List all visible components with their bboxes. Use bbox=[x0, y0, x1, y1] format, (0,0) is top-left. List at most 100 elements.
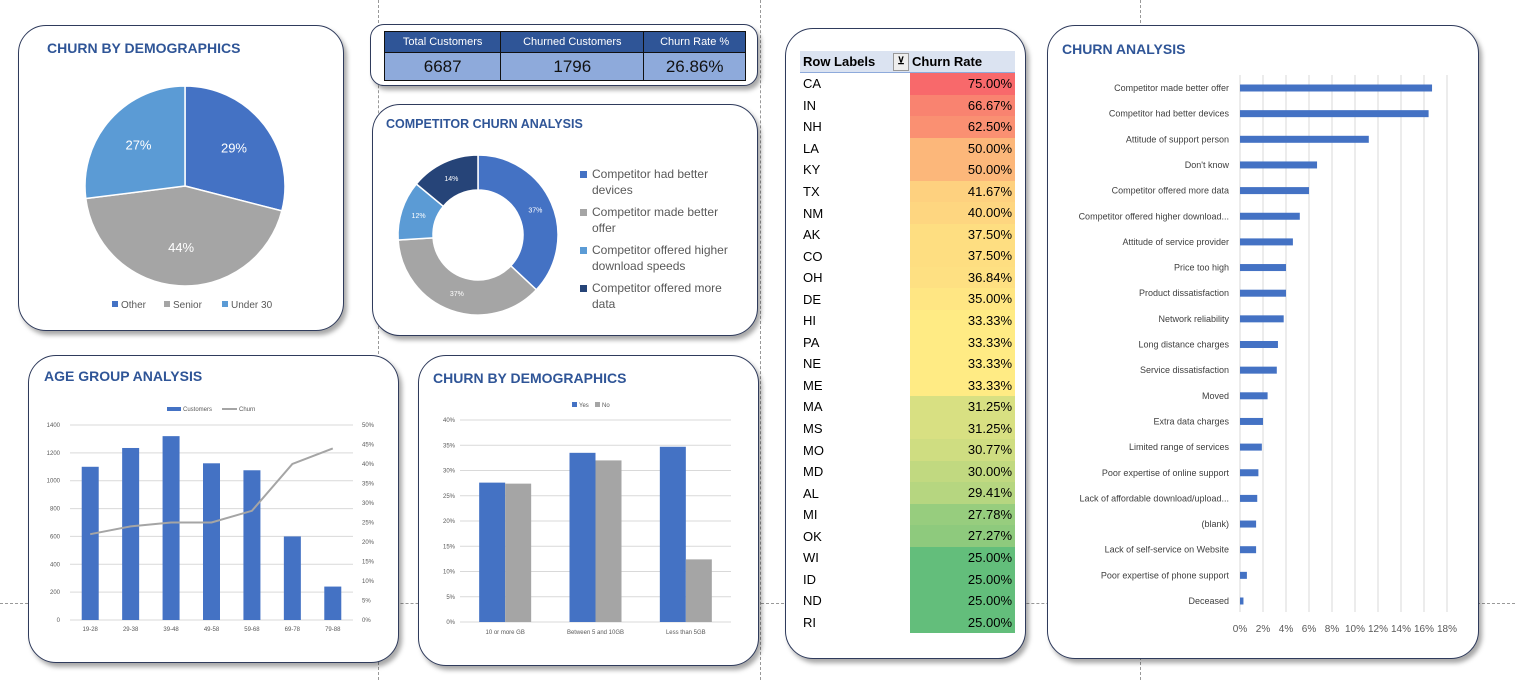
legend-label: Other bbox=[121, 300, 147, 311]
table-row[interactable]: CA 75.00% bbox=[800, 73, 1015, 95]
category-label: Lack of self-service on Website bbox=[1105, 545, 1229, 555]
churn-rate-cell: 30.00% bbox=[910, 460, 1015, 483]
bar-reason bbox=[1240, 469, 1259, 477]
legend-item: Competitor offered more data bbox=[580, 280, 745, 312]
y2-tick-label: 20% bbox=[362, 540, 375, 546]
filter-sort-icon[interactable]: ⊻ bbox=[893, 52, 909, 71]
category-label: Attitude of service provider bbox=[1122, 237, 1229, 247]
data-label: 29% bbox=[221, 140, 247, 155]
state-cell: NM bbox=[803, 205, 824, 221]
bar-reason bbox=[1240, 597, 1244, 605]
table-row[interactable]: AL 29.41% bbox=[800, 482, 1015, 504]
legend-item: Competitor offered higher download speed… bbox=[580, 242, 745, 274]
state-cell: RI bbox=[803, 614, 816, 630]
table-row[interactable]: DE 35.00% bbox=[800, 288, 1015, 311]
state-cell: IN bbox=[803, 97, 816, 113]
churn-rate-cell: 50.00% bbox=[910, 159, 1015, 181]
y-tick-label: 40% bbox=[443, 418, 456, 424]
y2-tick-label: 45% bbox=[362, 443, 375, 449]
legend-item: Competitor made better offer bbox=[580, 204, 745, 236]
churn-rate-cell: 25.00% bbox=[910, 611, 1015, 634]
y2-tick-label: 50% bbox=[362, 423, 375, 429]
state-cell: OK bbox=[803, 528, 822, 544]
table-row[interactable]: OK 27.27% bbox=[800, 525, 1015, 548]
table-row[interactable]: KY 50.00% bbox=[800, 159, 1015, 181]
churn-rate-cell: 25.00% bbox=[910, 568, 1015, 591]
table-row[interactable]: MD 30.00% bbox=[800, 460, 1015, 483]
table-row[interactable]: MA 31.25% bbox=[800, 396, 1015, 418]
kpi-header-rate: Churn Rate % bbox=[643, 31, 746, 53]
y-tick-label: 35% bbox=[443, 443, 456, 449]
page-break-guide bbox=[378, 0, 379, 680]
table-row[interactable]: HI 33.33% bbox=[800, 310, 1015, 332]
x-tick-label: 12% bbox=[1368, 624, 1388, 635]
slice-other bbox=[184, 85, 286, 212]
y-tick-label: 15% bbox=[443, 544, 456, 550]
table-row[interactable]: MS 31.25% bbox=[800, 417, 1015, 440]
churn-rate-cell: 41.67% bbox=[910, 180, 1015, 203]
category-label: Attitude of support person bbox=[1126, 134, 1229, 144]
bar-customers-39-48 bbox=[162, 436, 180, 620]
x-tick-label: 0% bbox=[1233, 624, 1248, 635]
y2-tick-label: 5% bbox=[362, 599, 371, 605]
bar-reason bbox=[1240, 238, 1293, 246]
table-row[interactable]: ND 25.00% bbox=[800, 590, 1015, 612]
table-row[interactable]: MO 30.77% bbox=[800, 439, 1015, 461]
legend-swatch bbox=[580, 171, 587, 178]
kpi-churn-rate: 26.86% bbox=[643, 52, 746, 81]
churn-rate-cell: 29.41% bbox=[910, 482, 1015, 504]
churn-rate-cell: 25.00% bbox=[910, 590, 1015, 612]
y-tick-label: 1200 bbox=[47, 451, 61, 457]
bar-customers-79-88 bbox=[324, 586, 342, 620]
bar-reason bbox=[1240, 571, 1247, 579]
y-tick-label: 20% bbox=[443, 519, 456, 525]
table-row[interactable]: LA 50.00% bbox=[800, 137, 1015, 160]
state-cell: MS bbox=[803, 421, 823, 437]
table-row[interactable]: TX 41.67% bbox=[800, 180, 1015, 203]
bar-reason bbox=[1240, 417, 1263, 425]
bar-reason bbox=[1240, 187, 1309, 195]
bar-yes-0 bbox=[479, 482, 506, 622]
bar-yes-1 bbox=[569, 452, 596, 622]
table-row[interactable]: NM 40.00% bbox=[800, 202, 1015, 224]
table-row[interactable]: OH 36.84% bbox=[800, 266, 1015, 289]
table-row[interactable]: PA 33.33% bbox=[800, 331, 1015, 354]
legend-swatch bbox=[112, 301, 118, 307]
legend-label: Competitor offered higher download speed… bbox=[592, 243, 728, 273]
x-tick-label: 2% bbox=[1256, 624, 1271, 635]
x-tick-label: 49-58 bbox=[204, 627, 220, 633]
card-title: CHURN BY DEMOGRAPHICS bbox=[433, 370, 627, 386]
table-row[interactable]: WI 25.00% bbox=[800, 547, 1015, 569]
table-row[interactable]: ME 33.33% bbox=[800, 374, 1015, 397]
table-row[interactable]: CO 37.50% bbox=[800, 245, 1015, 267]
table-row[interactable]: AK 37.50% bbox=[800, 223, 1015, 246]
category-label: Network reliability bbox=[1158, 314, 1229, 324]
table-row[interactable]: RI 25.00% bbox=[800, 611, 1015, 634]
state-cell: PA bbox=[803, 334, 820, 350]
table-row[interactable]: IN 66.67% bbox=[800, 94, 1015, 117]
competitor-legend: Competitor had better devices Competitor … bbox=[580, 166, 745, 318]
state-cell: MA bbox=[803, 399, 823, 415]
y-tick-label: 5% bbox=[446, 595, 455, 601]
x-tick-label: 39-48 bbox=[163, 627, 179, 633]
churn-rate-cell: 33.33% bbox=[910, 331, 1015, 354]
category-label: Price too high bbox=[1174, 263, 1229, 273]
category-label: Service dissatisfaction bbox=[1140, 365, 1229, 375]
table-row[interactable]: NE 33.33% bbox=[800, 353, 1015, 375]
table-row[interactable]: NH 62.50% bbox=[800, 116, 1015, 138]
bar-customers-49-58 bbox=[203, 463, 220, 620]
state-cell: CO bbox=[803, 248, 823, 264]
bar-reason bbox=[1240, 264, 1286, 272]
churn-rate-cell: 30.77% bbox=[910, 439, 1015, 461]
data-label: 44% bbox=[168, 240, 194, 255]
table-row[interactable]: MI 27.78% bbox=[800, 503, 1015, 526]
y-tick-label: 200 bbox=[50, 590, 61, 596]
y2-tick-label: 30% bbox=[362, 501, 375, 507]
table-row[interactable]: ID 25.00% bbox=[800, 568, 1015, 591]
bar-reason bbox=[1240, 315, 1284, 323]
x-tick-label: Less than 5GB bbox=[666, 630, 706, 636]
state-cell: ME bbox=[803, 377, 823, 393]
x-tick-label: 14% bbox=[1391, 624, 1411, 635]
y-tick-label: 25% bbox=[443, 494, 456, 500]
state-cell: TX bbox=[803, 184, 820, 199]
